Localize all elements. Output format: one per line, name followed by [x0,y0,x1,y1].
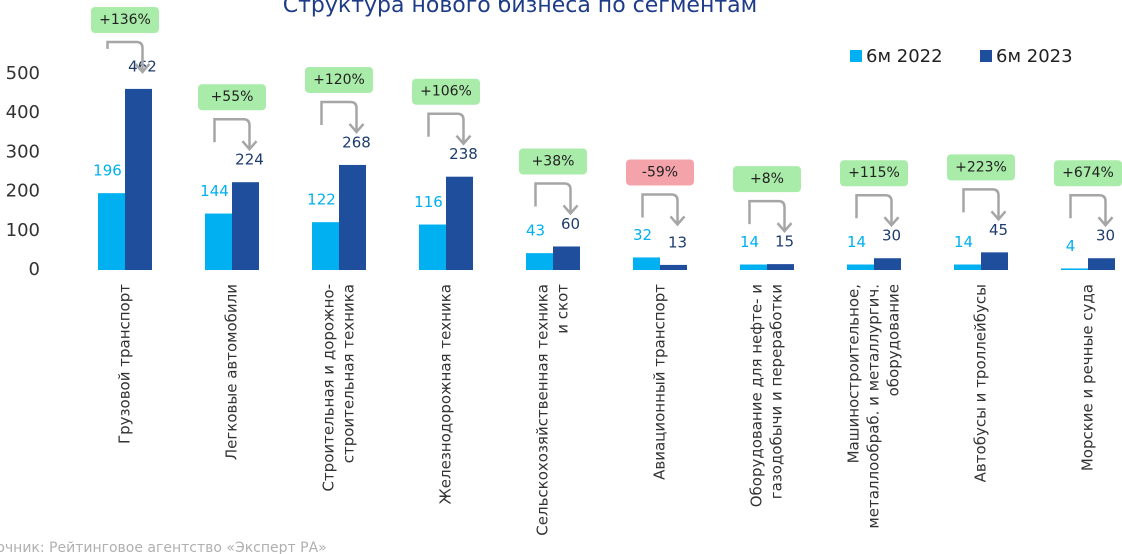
value-label: 268 [342,133,371,151]
chart-title: Структура нового бизнеса по сегментам [283,0,758,18]
bar [874,258,901,270]
change-arrow [534,182,579,216]
value-label: 196 [93,162,122,180]
change-arrow [855,193,900,228]
legend-swatch [850,50,862,62]
value-label: 30 [882,227,901,245]
change-label: +223% [955,159,1007,175]
bar [981,252,1008,270]
bar [312,222,339,270]
y-tick-label: 100 [6,220,40,241]
value-label: 32 [633,226,652,244]
legend-label: 6м 2022 [866,46,943,67]
change-box [1054,160,1122,187]
bar [553,246,580,270]
value-label: 60 [561,215,580,233]
bar [847,264,874,270]
bar [633,257,660,270]
change-box [840,160,908,187]
change-label: +136% [99,12,151,28]
value-label: 116 [414,193,443,211]
x-tick-label: строительная техника [340,284,358,463]
bar [740,264,767,270]
change-box [733,166,801,193]
x-tick-label: Сельскохозяйственная техника [534,284,552,536]
legend-swatch [980,50,992,62]
y-tick-label: 0 [29,259,40,280]
bar [526,253,553,270]
x-tick-label: и скот [554,284,572,334]
change-label: +8% [750,171,784,187]
change-arrow [641,193,686,227]
x-tick-label: оборудование [885,284,903,396]
bar [1061,268,1088,270]
change-label: +106% [420,84,472,100]
bar [339,164,366,270]
legend-label: 6м 2023 [996,46,1073,67]
value-label: 4 [1066,237,1076,255]
value-label: 13 [668,233,687,251]
change-arrow [962,188,1007,222]
value-label: 14 [740,233,759,251]
change-label: -59% [642,164,678,180]
y-tick-label: 500 [6,63,40,84]
x-tick-label: Строительная и дорожно- [320,284,338,492]
change-box [305,66,373,93]
bar [446,176,473,270]
change-label: +115% [848,165,900,181]
value-label: 14 [847,233,866,251]
change-box [198,84,266,111]
x-tick-label: Железнодорожная техника [437,284,455,504]
change-arrow [106,40,151,74]
x-tick-label: Морские и речные суда [1079,284,1097,471]
change-arrow [748,199,793,234]
change-label: +38% [532,153,575,169]
x-tick-label: Автобусы и троллейбусы [972,284,990,482]
bar [660,264,687,270]
value-label: 15 [775,233,794,251]
x-tick-label: Легковые автомобили [223,284,241,460]
source: Источник: Рейтинговое агентство «Эксперт… [0,540,327,554]
x-tick-label: металлообраб. и металлургич. [865,284,883,529]
value-label: 43 [526,222,545,240]
change-arrow [213,117,258,152]
change-box [91,7,159,33]
value-label: 122 [307,191,336,209]
change-label: +55% [211,89,254,105]
bar [98,193,125,270]
change-arrow [320,100,365,134]
change-arrow [427,112,472,146]
change-label: +120% [313,72,365,88]
bar [954,264,981,270]
x-tick-label: Грузовой транспорт [116,284,134,444]
y-tick-label: 200 [6,181,40,202]
value-label: 224 [235,151,264,169]
y-tick-label: 300 [6,141,40,162]
bar [767,264,794,270]
change-box [519,148,587,175]
bar [205,213,232,270]
value-label: 14 [954,233,973,251]
value-label: 45 [989,221,1008,239]
value-label: 30 [1096,227,1115,245]
x-tick-label: Авиационный транспорт [651,284,669,480]
bar [232,182,259,270]
x-tick-label: Машиностроительное, [845,284,863,463]
bar [419,224,446,270]
y-tick-label: 400 [6,102,40,123]
x-tick-label: газодобычи и переработки [768,284,786,499]
value-label: 144 [200,182,229,200]
x-tick-label: Оборудование для нефте- и [748,284,766,507]
change-label: +674% [1062,165,1114,181]
change-box [626,159,694,186]
change-box [947,154,1015,181]
change-arrow [1069,193,1114,228]
value-label: 238 [449,145,478,163]
bar [125,88,152,270]
bar [1088,258,1115,270]
change-box [412,78,480,105]
